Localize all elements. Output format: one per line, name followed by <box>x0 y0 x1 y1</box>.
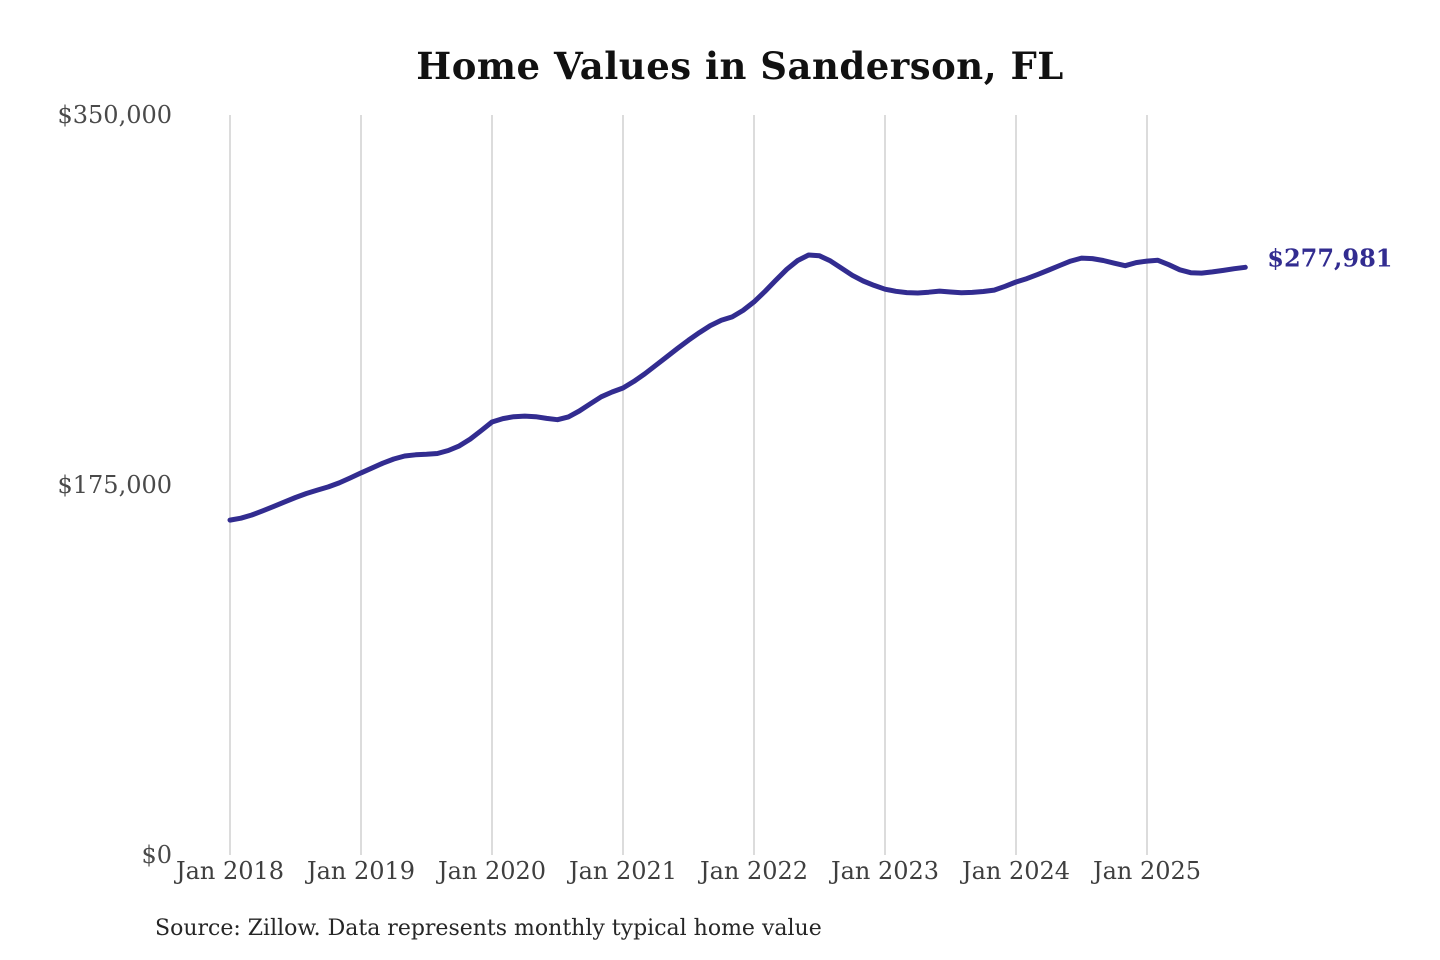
source-note: Source: Zillow. Data represents monthly … <box>155 916 822 941</box>
y-tick-label: $0 <box>141 841 172 869</box>
x-tick-label: Jan 2019 <box>306 857 416 885</box>
x-tick-label: Jan 2020 <box>437 857 547 885</box>
home-value-line <box>227 252 1248 523</box>
y-tick-label: $350,000 <box>57 101 172 129</box>
x-tick-label: Jan 2022 <box>699 857 809 885</box>
chart-title: Home Values in Sanderson, FL <box>416 44 1064 88</box>
x-tick-label: Jan 2021 <box>568 857 678 885</box>
end-value-label: $277,981 <box>1267 243 1393 273</box>
x-tick-label: Jan 2025 <box>1092 857 1202 885</box>
gridlines <box>229 115 1148 855</box>
x-tick-label: Jan 2024 <box>961 857 1071 885</box>
y-tick-label: $175,000 <box>57 471 172 499</box>
x-tick-label: Jan 2023 <box>830 857 940 885</box>
x-tick-label: Jan 2018 <box>175 857 285 885</box>
